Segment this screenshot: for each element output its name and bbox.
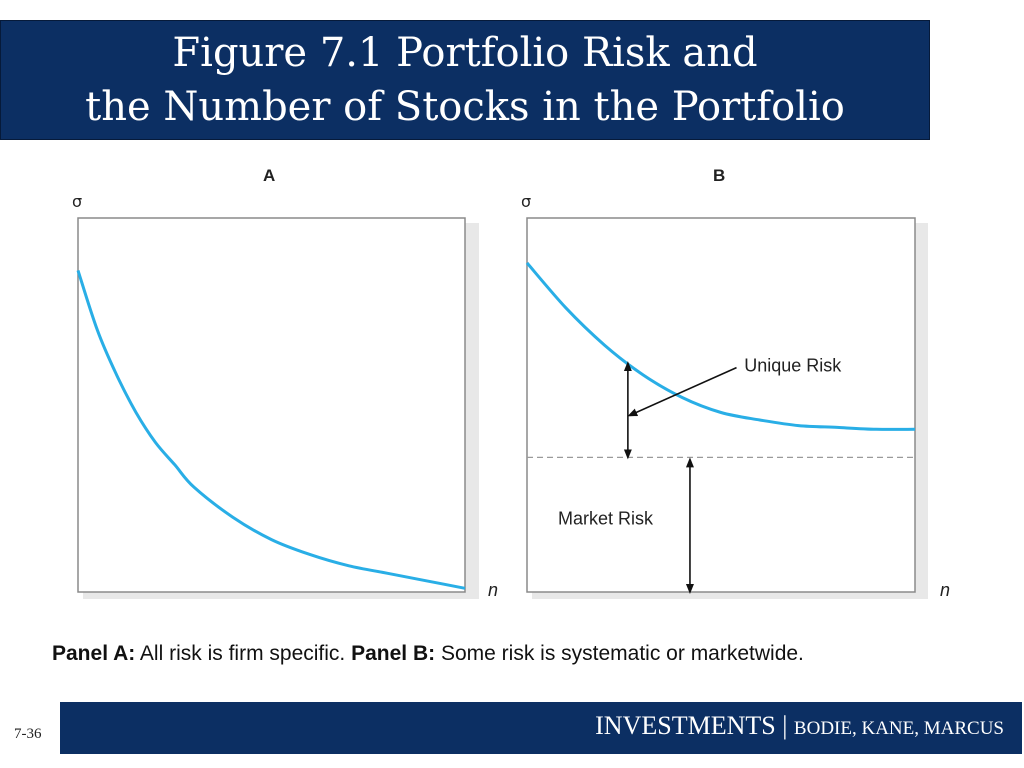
panel-b-label: B bbox=[713, 166, 726, 185]
panel-b-chart: Unique Risk Market Risk bbox=[525, 217, 928, 599]
unique-risk-label: Unique Risk bbox=[744, 355, 842, 375]
slide-number: 7-36 bbox=[14, 726, 42, 742]
panel-b-ylabel: σ bbox=[521, 192, 532, 211]
title-line-2: the Number of Stocks in the Portfolio bbox=[85, 84, 845, 130]
figure-caption: Panel A: All risk is firm specific. Pane… bbox=[52, 642, 804, 666]
market-risk-label: Market Risk bbox=[558, 509, 654, 529]
panel-a-chart bbox=[76, 217, 479, 599]
footer-separator: | bbox=[775, 711, 794, 740]
caption-panel-a-text: All risk is firm specific. bbox=[135, 642, 352, 665]
caption-panel-b-label: Panel B: bbox=[351, 642, 436, 665]
footer-banner: INVESTMENTS | BODIE, KANE, MARCUS bbox=[60, 702, 1022, 754]
panel-a-curve bbox=[76, 269, 466, 590]
title-line-1: Figure 7.1 Portfolio Risk and bbox=[172, 30, 758, 76]
panel-b-frame bbox=[526, 217, 916, 593]
panel-b-xlabel: n bbox=[940, 580, 951, 600]
panel-a-frame bbox=[77, 217, 466, 593]
footer-authors: BODIE, KANE, MARCUS bbox=[793, 718, 1004, 739]
footer-book-title: INVESTMENTS bbox=[595, 711, 776, 740]
panel-a-label: A bbox=[263, 166, 276, 185]
caption-panel-a-label: Panel A: bbox=[52, 642, 136, 665]
panel-a-ylabel: σ bbox=[72, 192, 83, 211]
footer-text: INVESTMENTS | BODIE, KANE, MARCUS bbox=[595, 711, 1004, 741]
caption-panel-b-text: Some risk is systematic or marketwide. bbox=[435, 642, 804, 665]
unique-risk-pointer-arrow bbox=[627, 366, 737, 417]
title-banner: Figure 7.1 Portfolio Risk and the Number… bbox=[0, 20, 930, 140]
panel-b-curve bbox=[525, 261, 916, 431]
panel-a-xlabel: n bbox=[488, 580, 499, 600]
